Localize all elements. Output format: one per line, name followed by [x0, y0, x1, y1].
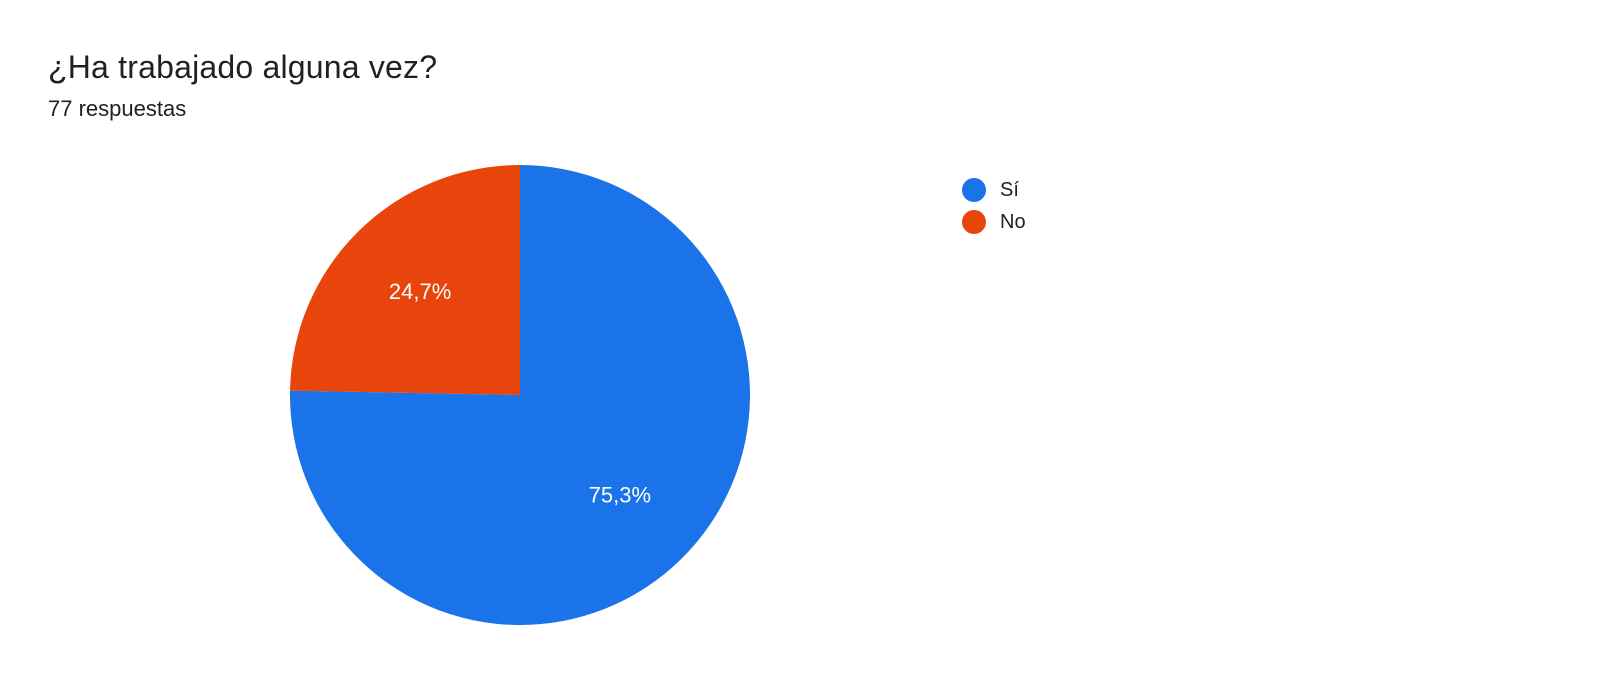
legend-label-no: No: [1000, 211, 1026, 234]
legend-swatch-si: [962, 178, 986, 202]
chart-header: ¿Ha trabajado alguna vez? 77 respuestas: [48, 48, 437, 123]
chart-title: ¿Ha trabajado alguna vez?: [48, 48, 437, 86]
legend: Sí No: [962, 178, 1026, 242]
pie-svg: 75,3% 24,7%: [290, 165, 750, 625]
legend-swatch-no: [962, 210, 986, 234]
chart-container: ¿Ha trabajado alguna vez? 77 respuestas …: [0, 0, 1600, 673]
response-count: 77 respuestas: [48, 96, 437, 122]
pie-slice-label-sí: 75,3%: [589, 483, 651, 508]
legend-label-si: Sí: [1000, 179, 1019, 202]
pie-chart: 75,3% 24,7%: [290, 165, 750, 625]
pie-slice-label-no: 24,7%: [389, 279, 451, 304]
legend-item-si: Sí: [962, 178, 1026, 202]
legend-item-no: No: [962, 210, 1026, 234]
